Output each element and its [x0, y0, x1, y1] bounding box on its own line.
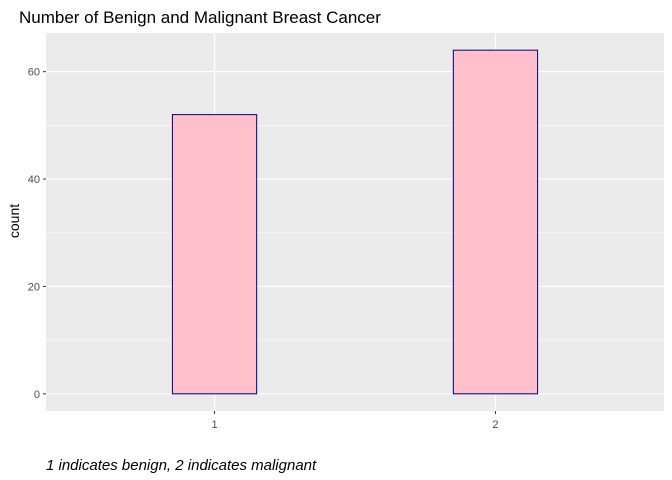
- bars: [171, 49, 539, 395]
- chart-caption: 1 indicates benign, 2 indicates malignan…: [46, 457, 317, 474]
- y-tick-label: 0: [34, 389, 40, 401]
- y-axis-ticks: 0 20 40 60: [28, 67, 46, 401]
- y-tick-label: 20: [28, 281, 40, 293]
- bar-1: [171, 114, 258, 395]
- x-tick-label: 1: [211, 419, 217, 431]
- y-axis-title: count: [6, 204, 22, 238]
- plot-panel: [46, 33, 664, 411]
- bar-2: [452, 49, 539, 395]
- chart-title: Number of Benign and Malignant Breast Ca…: [19, 8, 381, 27]
- y-tick-label: 60: [28, 67, 40, 79]
- x-tick-label: 2: [492, 419, 498, 431]
- y-tick-label: 40: [28, 174, 40, 186]
